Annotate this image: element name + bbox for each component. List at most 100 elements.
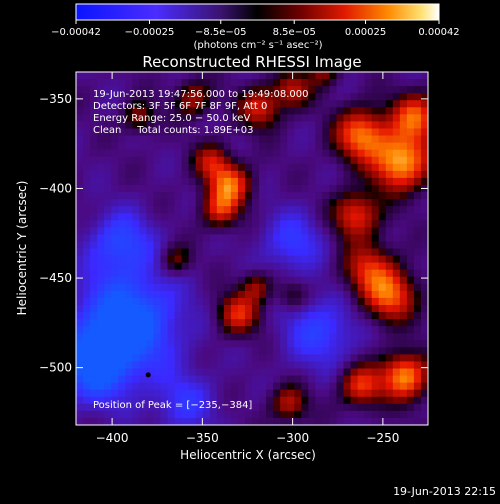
heatmap-cell [195,262,204,271]
heatmap-cell [160,100,169,108]
heatmap-cell [195,241,204,250]
heatmap-cell [273,340,281,348]
heatmap-cell [104,192,112,200]
heatmap-cell [357,276,366,285]
heatmap-cell [343,241,352,250]
heatmap-cell [118,410,126,419]
heatmap-cell [287,347,295,355]
heatmap-cell [209,389,218,398]
heatmap-cell [343,403,352,412]
heatmap-cell [209,276,218,285]
heatmap-cell [90,403,98,412]
heatmap-cell [104,410,112,419]
heatmap-cell [357,184,366,193]
heatmap-cell [230,396,239,405]
heatmap-cell [399,93,408,101]
heatmap-cell [322,340,331,348]
heatmap-cell [413,333,422,341]
heatmap-cell [294,248,302,257]
heatmap-cell [413,107,422,115]
heatmap-cell [336,304,345,313]
heatmap-cell [216,347,225,355]
heatmap-cell [266,297,274,306]
heatmap-cell [237,184,246,193]
heatmap-cell [392,326,401,334]
heatmap-cell [111,255,119,264]
heatmap-cell [188,241,197,250]
heatmap-cell [301,163,309,172]
heatmap-cell [90,312,98,320]
heatmap-cell [413,163,422,172]
heatmap-cell [90,375,98,384]
heatmap-cell [315,375,323,384]
heatmap-cell [132,276,140,285]
heatmap-cell [350,297,359,306]
heatmap-cell [413,417,422,425]
heatmap-cell [322,248,331,257]
heatmap-cell [146,389,155,398]
heatmap-cell [371,149,380,158]
heatmap-cell [146,79,155,87]
heatmap-cell [195,269,204,278]
heatmap-cell [195,255,204,264]
heatmap-cell [371,417,380,425]
heatmap-cell [413,199,422,207]
heatmap-cell [160,361,169,370]
heatmap-cell [315,354,323,363]
heatmap-cell [188,297,197,306]
heatmap-cell [160,262,169,271]
heatmap-cell [118,304,126,313]
heatmap-cell [153,241,162,250]
heatmap-cell [301,192,309,200]
heatmap-cell [301,304,309,313]
heatmap-cell [223,156,232,165]
heatmap-cell [188,170,197,179]
heatmap-cell [111,368,119,377]
heatmap-cell [266,72,274,80]
heatmap-cell [420,234,428,243]
heatmap-cell [301,227,309,235]
heatmap-cell [195,312,204,320]
heatmap-cell [420,297,428,306]
heatmap-cell [357,333,366,341]
heatmap-cell [76,100,84,108]
heatmap-cell [125,128,133,137]
heatmap-cell [350,276,359,285]
heatmap-cell [83,417,91,425]
heatmap-cell [399,276,408,285]
heatmap-cell [125,114,133,123]
heatmap-cell [104,382,112,391]
heatmap-cell [97,304,105,313]
heatmap-cell [230,347,239,355]
heatmap-cell [230,403,239,412]
heatmap-cell [104,403,112,412]
heatmap-cell [287,149,295,158]
heatmap-cell [378,156,387,165]
heatmap-cell [315,417,323,425]
heatmap-cell [223,128,232,137]
heatmap-cell [252,121,260,130]
heatmap-cell [266,93,274,101]
heatmap-cell [259,361,267,370]
heatmap-cell [97,354,105,363]
heatmap-cell [315,213,323,221]
heatmap-cell [273,333,281,341]
heatmap-cell [336,403,345,412]
heatmap-cell [259,149,267,158]
heatmap-cell [266,347,274,355]
heatmap-cell [195,354,204,363]
heatmap-cell [399,290,408,299]
heatmap-cell [343,135,352,144]
heatmap-cell [132,100,140,108]
heatmap-cell [237,368,246,377]
heatmap-cell [357,199,366,207]
heatmap-cell [385,206,394,214]
heatmap-cell [273,114,281,123]
heatmap-cell [350,403,359,412]
heatmap-cell [223,241,232,250]
heatmap-cell [167,319,176,327]
heatmap-cell [315,340,323,348]
heatmap-cell [181,107,190,115]
heatmap-cell [371,262,380,271]
heatmap-cell [76,283,84,292]
